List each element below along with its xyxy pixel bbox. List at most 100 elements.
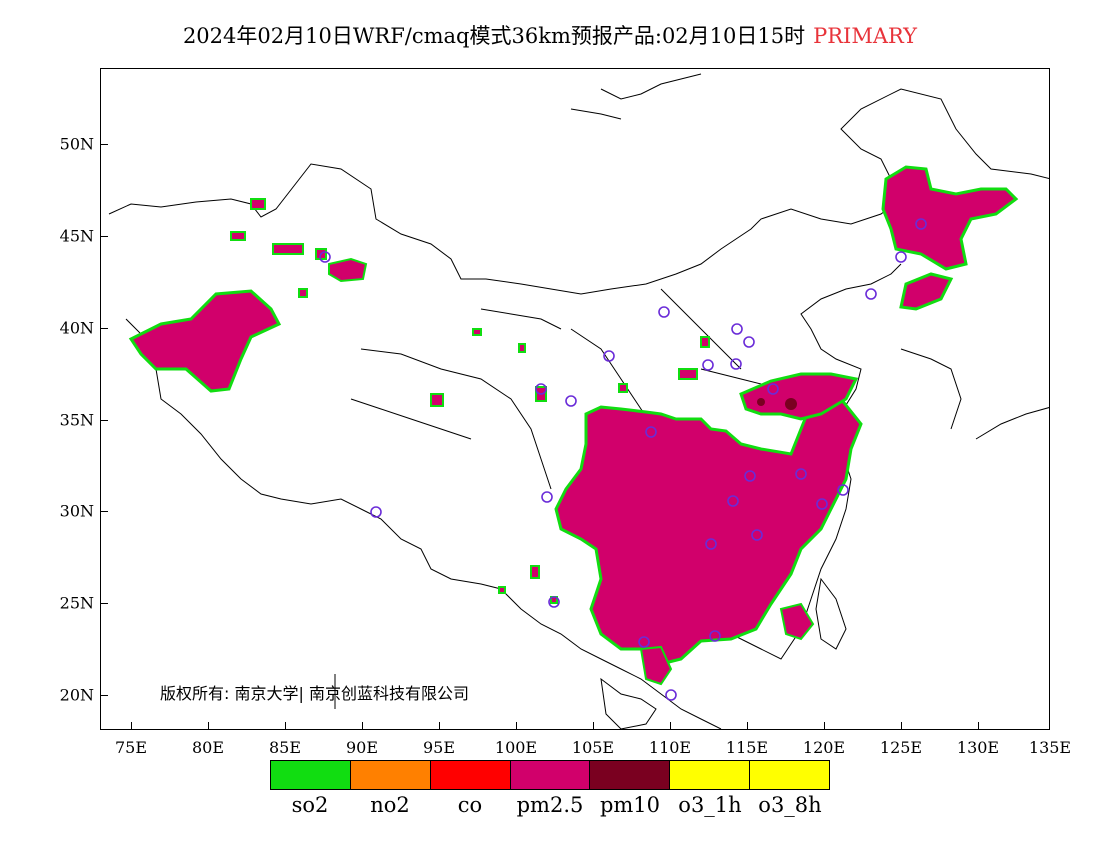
lon-tick <box>439 722 440 730</box>
area-guangdong-coast <box>639 645 673 686</box>
lat-tick <box>100 603 108 604</box>
lon-label-135e: 135E <box>1028 738 1072 757</box>
lon-label-85e: 85E <box>268 738 302 757</box>
lon-label-125e: 125E <box>879 738 923 757</box>
station-marker <box>709 630 721 642</box>
lon-label-120e: 120E <box>802 738 846 757</box>
lon-label-95e: 95E <box>422 738 456 757</box>
province-line-3 <box>660 288 742 370</box>
station-marker <box>658 306 670 318</box>
lat-tick <box>100 695 108 696</box>
legend-swatch-o3-8h <box>750 761 830 789</box>
lon-label-90e: 90E <box>345 738 379 757</box>
map-frame <box>100 68 1050 730</box>
area-small-1 <box>430 393 444 407</box>
lat-label-20n: 20N <box>59 685 94 705</box>
pollution-areas <box>128 165 1019 686</box>
chart-title: 2024年02月10日WRF/cmaq模式36km预报产品:02月10日15时 P… <box>0 20 1100 50</box>
lon-tick <box>131 722 132 730</box>
station-marker <box>795 468 807 480</box>
legend-label-no2: no2 <box>370 793 410 817</box>
lat-tick <box>100 328 108 329</box>
legend-label-pm10: pm10 <box>599 793 661 817</box>
station-marker <box>730 358 742 370</box>
lat-tick <box>100 420 108 421</box>
station-marker <box>915 218 927 230</box>
lat-tick <box>100 511 108 512</box>
lat-label-25n: 25N <box>59 593 94 613</box>
station-marker <box>751 529 763 541</box>
station-marker <box>731 323 743 335</box>
area-small-6 <box>678 368 698 380</box>
area-small-5 <box>700 336 710 348</box>
station-marker <box>548 596 560 608</box>
lon-label-110e: 110E <box>648 738 692 757</box>
province-line-1 <box>360 348 552 490</box>
area-small-4 <box>472 328 482 336</box>
lon-label-80e: 80E <box>191 738 225 757</box>
area-small-3 <box>518 343 526 353</box>
area-nx-5 <box>328 257 368 283</box>
legend-label-co: co <box>457 793 483 817</box>
area-nx-6 <box>298 288 308 298</box>
area-small-8 <box>530 565 540 579</box>
province-line-6 <box>350 398 472 440</box>
station-marker <box>705 538 717 550</box>
station-marker <box>370 506 382 518</box>
legend-labels: so2 no2 co pm2.5 pm10 o3_1h o3_8h <box>270 793 830 817</box>
japan-coast <box>975 407 1049 440</box>
lon-tick <box>978 722 979 730</box>
area-central-east <box>554 387 863 666</box>
station-marker <box>727 495 739 507</box>
title-main: 2024年02月10日WRF/cmaq模式36km预报产品:02月10日15时 <box>182 24 806 48</box>
station-markers <box>319 218 927 701</box>
lat-tick <box>100 236 108 237</box>
station-marker <box>541 491 553 503</box>
lon-tick <box>747 722 748 730</box>
station-marker <box>816 498 828 510</box>
legend-colorbar <box>270 760 830 790</box>
station-marker <box>565 395 577 407</box>
station-marker <box>743 336 755 348</box>
area-pm10-2 <box>757 398 765 406</box>
copyright-text: 版权所有: 南京大学| 南京创蓝科技有限公司 <box>160 684 469 703</box>
province-line-5 <box>480 308 562 330</box>
lake-outline <box>570 108 622 120</box>
legend-swatch-so2 <box>271 761 351 789</box>
lon-tick <box>208 722 209 730</box>
legend-swatch-pm25 <box>510 761 591 789</box>
area-tarim <box>128 289 282 393</box>
area-liaoning <box>899 272 954 311</box>
station-marker <box>767 383 779 395</box>
area-small-7 <box>618 383 628 393</box>
lat-label-45n: 45N <box>59 226 94 246</box>
lon-label-105e: 105E <box>571 738 615 757</box>
legend-swatch-co <box>430 761 511 789</box>
lon-label-130e: 130E <box>956 738 1000 757</box>
lat-label-50n: 50N <box>59 134 94 154</box>
station-marker <box>702 359 714 371</box>
legend-label-pm25: pm2.5 <box>516 793 584 817</box>
station-marker <box>603 350 615 362</box>
map-canvas <box>108 73 1049 729</box>
station-marker <box>638 636 650 648</box>
station-marker <box>895 251 907 263</box>
station-marker <box>645 426 657 438</box>
lon-label-100e: 100E <box>494 738 538 757</box>
lon-label-115e: 115E <box>725 738 769 757</box>
area-small-10 <box>498 586 506 594</box>
legend-label-o3-8h: o3_8h <box>758 793 822 817</box>
hainan <box>600 677 657 729</box>
area-pm10-1 <box>785 398 797 410</box>
station-marker <box>837 484 849 496</box>
taiwan <box>815 577 847 650</box>
lat-label-35n: 35N <box>59 410 94 430</box>
northern-border <box>108 88 1049 295</box>
lon-tick <box>901 722 902 730</box>
lon-tick <box>824 722 825 730</box>
legend-label-o3-1h: o3_1h <box>678 793 742 817</box>
southwest-border <box>125 318 722 729</box>
legend-swatch-o3-1h <box>670 761 751 789</box>
lon-label-75e: 75E <box>114 738 148 757</box>
station-marker <box>865 288 877 300</box>
